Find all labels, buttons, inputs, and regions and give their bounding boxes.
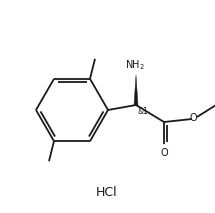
Text: &1: &1 [138, 107, 149, 116]
Text: O: O [160, 148, 168, 158]
Polygon shape [134, 75, 138, 105]
Text: NH$_2$: NH$_2$ [125, 58, 145, 72]
Text: HCl: HCl [96, 187, 118, 200]
Text: O: O [189, 113, 197, 123]
